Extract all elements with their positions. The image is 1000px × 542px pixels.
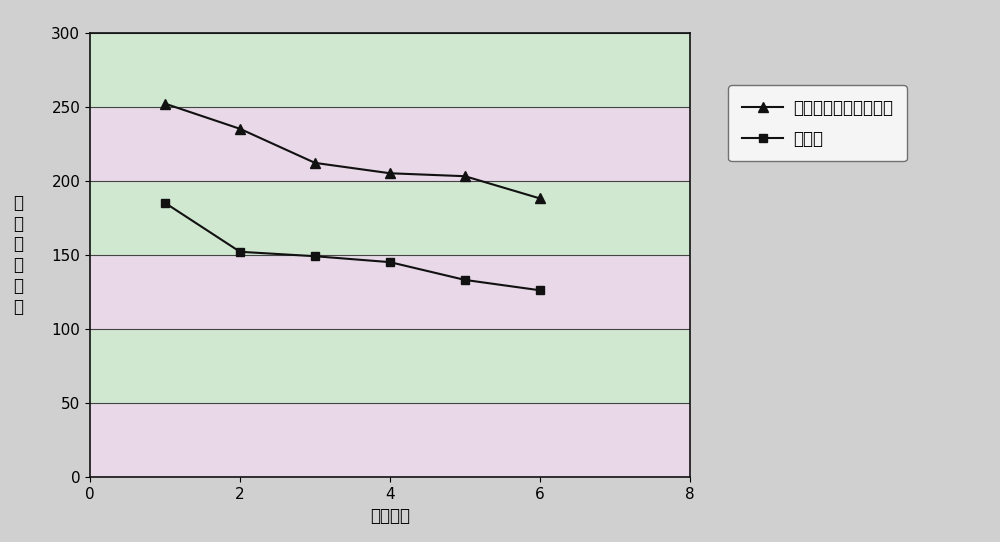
加固定化增酰醂的工艺 bbox=[309, 160, 321, 166]
Legend: 加固定化增酰醂的工艺, 对照组: 加固定化增酰醂的工艺, 对照组 bbox=[728, 85, 907, 162]
Line: 加固定化增酰醂的工艺: 加固定化增酰醂的工艺 bbox=[160, 99, 545, 203]
Y-axis label: 己
酸
乙
酰
含
量: 己 酸 乙 酰 含 量 bbox=[13, 193, 23, 316]
对照组 bbox=[309, 253, 321, 260]
加固定化增酰醂的工艺 bbox=[159, 100, 171, 107]
对照组 bbox=[159, 199, 171, 206]
Line: 对照组: 对照组 bbox=[161, 199, 544, 294]
加固定化增酰醂的工艺 bbox=[234, 126, 246, 132]
X-axis label: 流酒时间: 流酒时间 bbox=[370, 507, 410, 525]
对照组 bbox=[534, 287, 546, 294]
对照组 bbox=[459, 276, 471, 283]
加固定化增酰醂的工艺 bbox=[459, 173, 471, 179]
对照组 bbox=[384, 259, 396, 266]
加固定化增酰醂的工艺 bbox=[384, 170, 396, 177]
加固定化增酰醂的工艺 bbox=[534, 195, 546, 202]
对照组 bbox=[234, 249, 246, 255]
